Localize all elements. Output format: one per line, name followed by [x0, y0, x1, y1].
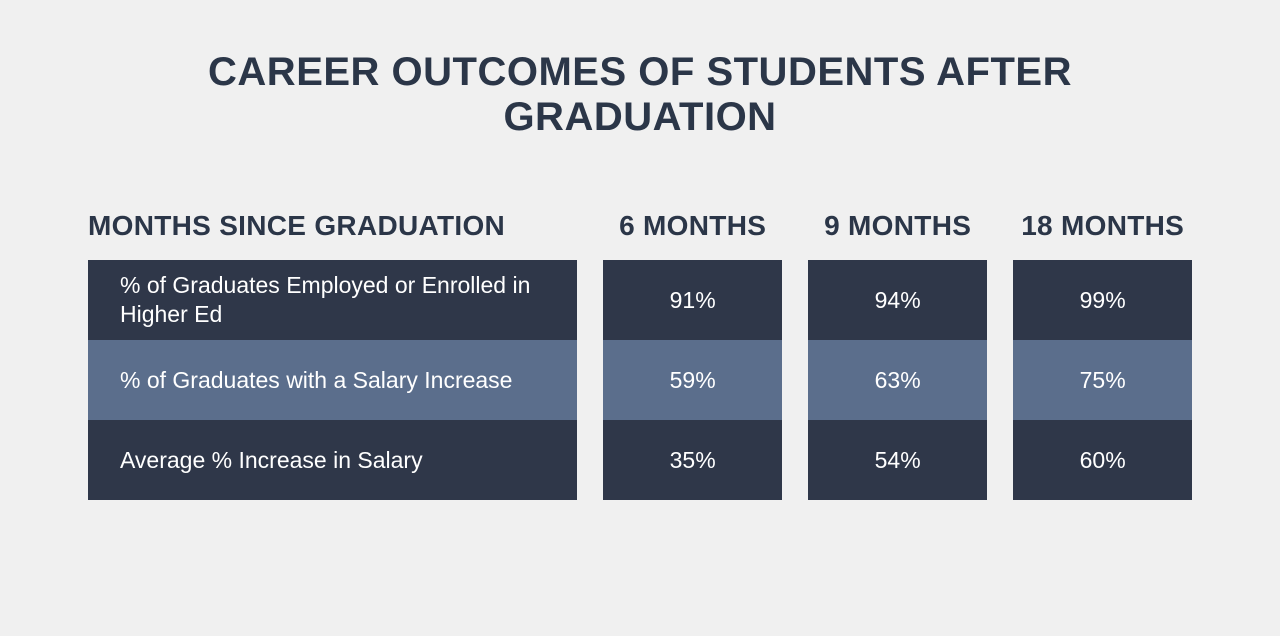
row-value: 99% — [1013, 260, 1192, 340]
outcomes-table: MONTHS SINCE GRADUATION 6 MONTHS 9 MONTH… — [88, 210, 1192, 500]
row-label: % of Graduates Employed or Enrolled in H… — [88, 260, 577, 340]
page-title: CAREER OUTCOMES OF STUDENTS AFTER GRADUA… — [88, 50, 1192, 140]
row-value: 94% — [808, 260, 987, 340]
header-gap — [987, 210, 1013, 260]
header-gap — [577, 210, 603, 260]
header-gap — [782, 210, 808, 260]
infographic-page: CAREER OUTCOMES OF STUDENTS AFTER GRADUA… — [0, 0, 1280, 636]
row-value: 60% — [1013, 420, 1192, 500]
row-gap — [782, 340, 808, 420]
row-label: Average % Increase in Salary — [88, 420, 577, 500]
row-gap — [782, 260, 808, 340]
header-period-0: 6 MONTHS — [603, 210, 782, 260]
row-value: 91% — [603, 260, 782, 340]
row-gap — [577, 260, 603, 340]
row-gap — [987, 420, 1013, 500]
header-label: MONTHS SINCE GRADUATION — [88, 210, 577, 260]
header-period-2: 18 MONTHS — [1013, 210, 1192, 260]
row-gap — [577, 420, 603, 500]
row-value: 63% — [808, 340, 987, 420]
row-gap — [987, 340, 1013, 420]
row-label: % of Graduates with a Salary Increase — [88, 340, 577, 420]
row-value: 35% — [603, 420, 782, 500]
row-gap — [577, 340, 603, 420]
row-value: 59% — [603, 340, 782, 420]
row-value: 75% — [1013, 340, 1192, 420]
row-value: 54% — [808, 420, 987, 500]
header-period-1: 9 MONTHS — [808, 210, 987, 260]
row-gap — [987, 260, 1013, 340]
row-gap — [782, 420, 808, 500]
